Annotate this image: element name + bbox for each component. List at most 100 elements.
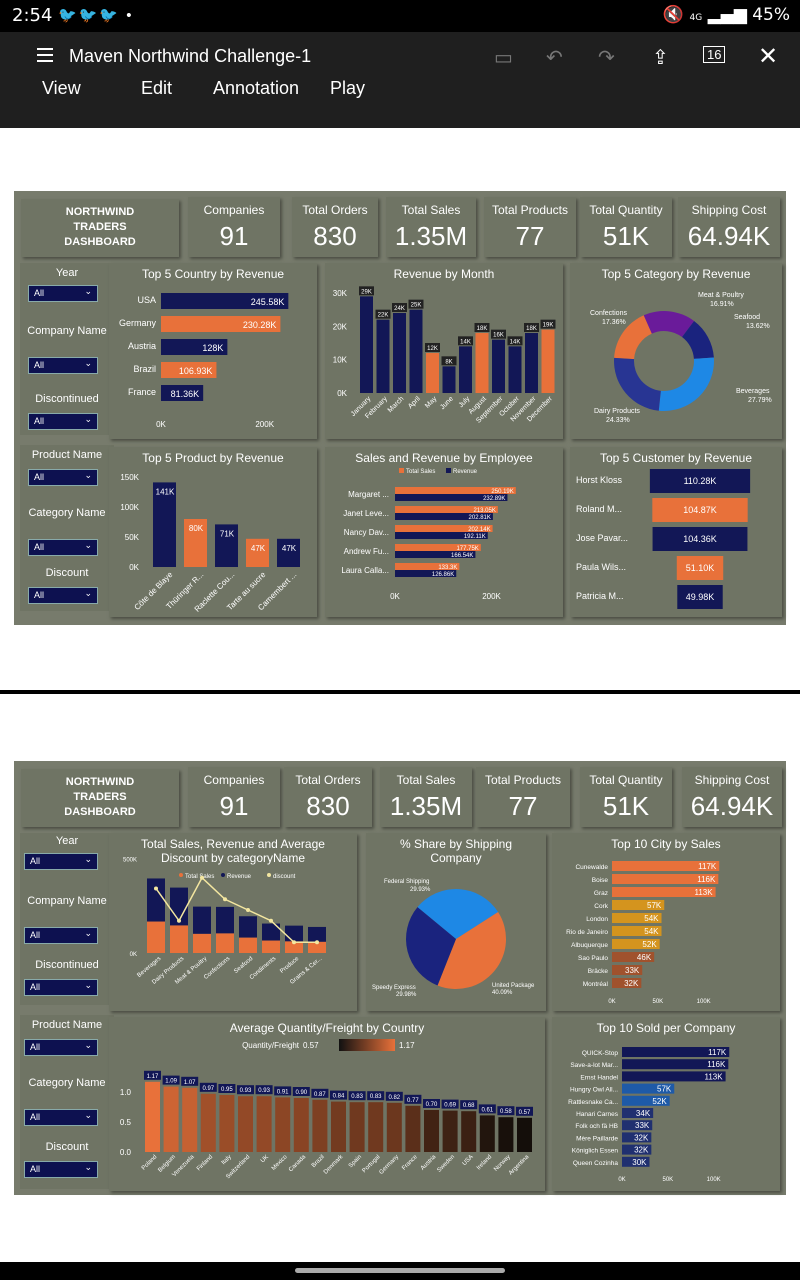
category-name-dropdown[interactable]: All ⌄ bbox=[28, 539, 98, 556]
menu-annotation[interactable]: Annotation bbox=[213, 78, 300, 98]
tick-label: 10K bbox=[333, 356, 348, 365]
data-label: 18K bbox=[526, 326, 537, 332]
legend-label: Federal Shipping bbox=[384, 879, 429, 885]
bar bbox=[498, 1117, 514, 1152]
data-label-bg bbox=[460, 1100, 478, 1110]
brand-line-2: TRADERS bbox=[73, 221, 127, 233]
dropdown-value: All bbox=[30, 1164, 41, 1174]
discount-dropdown[interactable]: All ⌄ bbox=[24, 1161, 98, 1178]
data-label: 110.28K bbox=[684, 476, 717, 486]
menu-play[interactable]: Play bbox=[330, 78, 366, 98]
company-name-dropdown[interactable]: All ⌄ bbox=[24, 927, 98, 944]
bar bbox=[405, 1105, 421, 1152]
category-name-dropdown[interactable]: All ⌄ bbox=[24, 1109, 98, 1126]
bar bbox=[312, 1099, 328, 1152]
discount-point bbox=[200, 875, 204, 880]
chevron-down-icon: ⌄ bbox=[84, 470, 92, 480]
data-label: 8K bbox=[445, 359, 452, 365]
company-name-dropdown[interactable]: All ⌄ bbox=[28, 357, 98, 374]
bar-revenue bbox=[193, 933, 211, 953]
app-bar: Maven Northwind Challenge-1 ▭ ↶ ↷ ⇪ 16 ✕… bbox=[0, 32, 800, 128]
discount-point bbox=[246, 908, 250, 912]
data-label: 24K bbox=[394, 306, 405, 312]
data-label: 0.61 bbox=[481, 1107, 493, 1113]
data-label: 19K bbox=[543, 323, 554, 329]
data-label-bg bbox=[375, 309, 391, 319]
chevron-down-icon: ⌄ bbox=[84, 414, 92, 424]
data-label: 0.84 bbox=[333, 1094, 345, 1100]
kpi-label: Total Sales bbox=[401, 203, 461, 217]
category-label: April bbox=[407, 395, 422, 410]
bar-revenue bbox=[395, 551, 476, 558]
chart-panel-shipping: % Share by Shipping Company Federal Ship… bbox=[366, 833, 546, 1011]
menu-edit[interactable]: Edit bbox=[141, 78, 173, 98]
chart-title: Revenue by Month bbox=[393, 267, 495, 281]
year-dropdown[interactable]: All ⌄ bbox=[28, 285, 98, 302]
discount-point bbox=[154, 886, 158, 891]
data-label-bg bbox=[478, 1104, 496, 1114]
product-name-dropdown[interactable]: All ⌄ bbox=[24, 1039, 98, 1056]
kpi-label: Total Orders bbox=[302, 203, 368, 217]
bar bbox=[612, 978, 642, 988]
close-icon[interactable]: ✕ bbox=[758, 43, 779, 70]
category-label: Laura Calla... bbox=[341, 566, 389, 575]
bar bbox=[215, 524, 238, 567]
menu-view[interactable]: View bbox=[42, 78, 81, 98]
bar bbox=[393, 313, 406, 393]
data-label: 166.54K bbox=[451, 553, 473, 559]
product-name-dropdown[interactable]: All ⌄ bbox=[28, 469, 98, 486]
discount-dropdown[interactable]: All ⌄ bbox=[28, 587, 98, 604]
bar-sales bbox=[285, 925, 303, 942]
category-label: USA bbox=[462, 1154, 475, 1167]
chart-panel-month: Revenue by Month 0K 10K 20K 30K 29K January 22… bbox=[325, 263, 563, 439]
redo-icon[interactable]: ↷ bbox=[598, 47, 615, 69]
category-label: Hungry Owl All... bbox=[570, 1087, 618, 1094]
share-icon[interactable]: ⇪ bbox=[652, 47, 669, 69]
data-label: 57K bbox=[647, 901, 662, 910]
bar bbox=[649, 469, 751, 493]
bar bbox=[161, 316, 281, 332]
kpi-value: 77 bbox=[515, 221, 545, 251]
discontinued-dropdown[interactable]: All ⌄ bbox=[24, 979, 98, 996]
data-label: 81.36K bbox=[171, 389, 200, 399]
discontinued-dropdown[interactable]: All ⌄ bbox=[28, 413, 98, 430]
data-label: 213.05K bbox=[473, 508, 495, 514]
tick-label: 0.5 bbox=[120, 1118, 132, 1127]
slicer-label-category: Category Name bbox=[28, 507, 106, 519]
legend-swatch bbox=[267, 873, 271, 877]
kpi-label: Total Products bbox=[484, 773, 562, 787]
data-label-bg bbox=[540, 319, 556, 329]
slicer-label-discontinued: Discontinued bbox=[35, 393, 99, 405]
year-dropdown[interactable]: All ⌄ bbox=[24, 853, 98, 870]
hamburger-menu-icon[interactable] bbox=[37, 48, 53, 62]
pie-slice bbox=[614, 315, 652, 360]
discount-line bbox=[155, 876, 317, 943]
dashboard-page-1: NORTHWIND TRADERS DASHBOARD Companies 91 … bbox=[14, 191, 786, 625]
data-label: 47K bbox=[251, 544, 266, 553]
kpi-total-sales: Total Sales 1.35M bbox=[386, 197, 476, 257]
data-label-bg bbox=[162, 1075, 180, 1085]
tick-label: 200K bbox=[255, 420, 274, 429]
pie-slice bbox=[682, 321, 714, 359]
tick-label: 150K bbox=[120, 473, 139, 482]
kpi-value: 91 bbox=[219, 791, 249, 821]
legend-swatch bbox=[221, 873, 225, 877]
legend-label: Seafood bbox=[734, 314, 760, 321]
slicer-label-product: Product Name bbox=[31, 449, 103, 461]
legend-min: 0.57 bbox=[303, 1041, 319, 1050]
home-gesture-bar[interactable] bbox=[295, 1268, 505, 1273]
data-label: 104.87K bbox=[683, 505, 717, 515]
data-label: 116K bbox=[697, 875, 716, 884]
slicer-label-discount: Discount bbox=[45, 567, 89, 579]
data-label: 117K bbox=[698, 862, 717, 871]
pages-icon[interactable]: 16 bbox=[703, 46, 726, 63]
undo-icon[interactable]: ↶ bbox=[546, 47, 563, 69]
bar bbox=[145, 1081, 160, 1152]
bar bbox=[612, 887, 716, 897]
kpi-label: Companies bbox=[203, 773, 265, 787]
chart-panel-customer: Top 5 Customer by Revenue Horst Kloss 110… bbox=[570, 447, 782, 617]
category-label: Austria bbox=[128, 341, 156, 351]
save-icon[interactable]: ▭ bbox=[494, 47, 513, 69]
data-label: 106.93K bbox=[179, 366, 213, 376]
bar bbox=[409, 309, 423, 393]
